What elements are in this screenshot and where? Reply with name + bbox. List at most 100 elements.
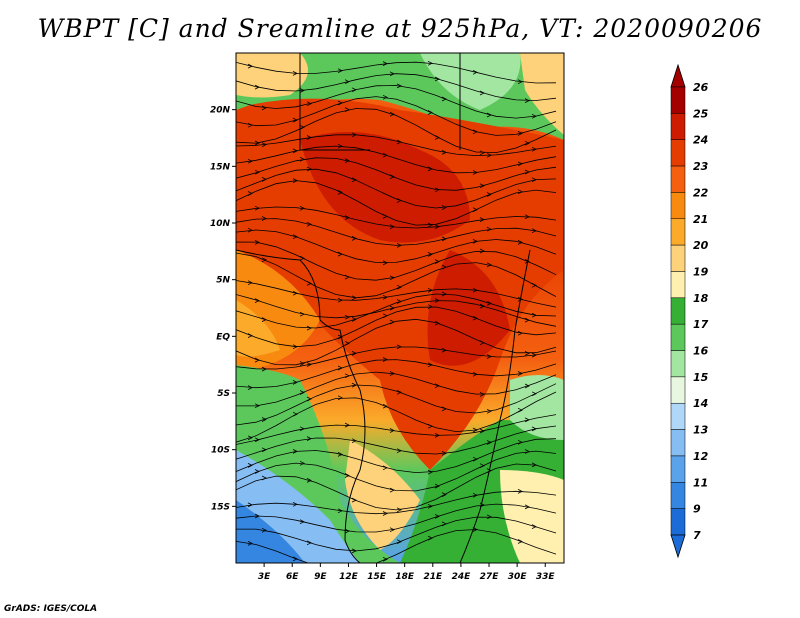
streamline-arrow <box>254 240 260 245</box>
streamline-arrow <box>524 449 530 454</box>
streamline-arrow <box>261 527 267 533</box>
streamline-arrow <box>299 88 305 93</box>
streamline-arrow <box>396 299 402 304</box>
streamline-arrow <box>382 61 388 66</box>
streamline-arrow <box>382 260 388 266</box>
streamline-arrow <box>396 389 402 395</box>
streamline-arrow <box>382 214 388 219</box>
streamline-arrow <box>292 178 298 183</box>
y-tick-label: 15N <box>210 162 231 172</box>
streamline-arrow <box>517 189 523 195</box>
colorbar-label: 14 <box>693 397 708 410</box>
streamline-arrow <box>337 143 343 149</box>
southern-yellow-zone <box>345 440 420 550</box>
streamline-arrow <box>486 514 492 520</box>
colorbar-bottom-arrow <box>670 534 686 559</box>
colorbar-label: 22 <box>693 186 709 199</box>
streamline-arrow <box>389 111 395 117</box>
streamline-arrow <box>441 291 447 297</box>
colorbar-swatch <box>670 113 686 140</box>
streamline-arrow <box>382 403 388 409</box>
colorbar-swatch <box>670 218 686 246</box>
streamline-arrow <box>292 556 298 562</box>
streamline-arrow <box>479 463 485 469</box>
streamline-arrow <box>351 87 357 93</box>
streamline-arrow <box>389 487 395 493</box>
streamline-arrow <box>524 383 530 389</box>
streamline-arrow <box>337 508 343 514</box>
colorbar-swatch <box>670 165 686 193</box>
streamline-arrow <box>306 166 312 172</box>
streamline-arrow <box>486 152 492 158</box>
streamline-arrow <box>247 502 253 508</box>
streamline-arrow <box>434 224 440 229</box>
y-tick-label: EQ <box>216 332 230 342</box>
streamline-arrow <box>472 170 478 175</box>
streamline-arrow <box>337 395 343 401</box>
north-light-green-zone <box>420 53 521 110</box>
streamline-arrow <box>292 117 298 123</box>
x-tick-label: 27E <box>480 572 500 582</box>
streamline-arrow <box>344 422 350 428</box>
streamline <box>236 450 557 492</box>
streamline-arrow <box>351 236 357 241</box>
streamline <box>236 134 557 157</box>
streamline-arrow <box>292 449 298 454</box>
streamline-arrow <box>254 437 260 443</box>
streamline-arrow <box>261 177 267 182</box>
streamline-arrow <box>479 248 485 254</box>
streamline-arrow <box>337 251 343 257</box>
streamline-arrow <box>427 469 433 475</box>
streamline-arrow <box>434 76 440 82</box>
y-tick-label: 15S <box>211 502 230 512</box>
streamline-arrow <box>517 489 523 494</box>
streamline <box>236 157 557 191</box>
streamline-arrow <box>261 417 267 422</box>
streamline-arrow <box>389 305 395 311</box>
streamline-arrow <box>434 514 440 519</box>
streamline-arrow <box>441 521 447 527</box>
streamline-arrow <box>261 317 267 322</box>
streamline-arrow <box>299 255 305 261</box>
colorbar-label: 11 <box>693 476 708 489</box>
streamline-arrow <box>254 357 260 363</box>
streamline-arrow <box>434 135 440 140</box>
streamline-arrow <box>517 161 523 167</box>
streamline <box>236 294 557 327</box>
streamline-arrow <box>524 351 530 356</box>
streamline-arrow <box>517 439 523 445</box>
streamline-arrow <box>472 492 478 498</box>
streamline-arrow <box>344 274 350 280</box>
colorbar-swatch <box>670 271 686 299</box>
x-tick-label: 3E <box>258 572 271 582</box>
streamline-arrow <box>382 152 388 158</box>
credit-text: GrADS: IGES/COLA <box>4 604 98 614</box>
colorbar-swatch <box>670 350 686 378</box>
streamline-arrow <box>531 524 537 529</box>
streamline-arrow <box>434 320 440 326</box>
streamline-arrow <box>389 371 395 376</box>
streamline-arrow <box>338 568 342 572</box>
y-tick-label: 5N <box>216 276 230 286</box>
streamline-arrow <box>306 396 312 402</box>
streamline-arrow <box>517 330 523 336</box>
streamline <box>236 241 557 281</box>
streamline <box>236 383 557 426</box>
streamline-arrow <box>247 385 253 390</box>
streamline-arrow <box>337 452 343 457</box>
streamline-arrow <box>524 417 530 423</box>
streamline-arrow <box>531 352 537 358</box>
streamlines <box>236 60 557 572</box>
streamline-arrow <box>427 304 433 310</box>
streamline-arrow <box>299 311 305 317</box>
x-tick-label: 15E <box>367 572 387 582</box>
x-tick-label: 30E <box>508 572 528 582</box>
streamline <box>236 206 557 229</box>
streamline-arrow <box>472 456 478 462</box>
streamline-arrow <box>441 347 447 353</box>
x-tick-label: 9E <box>314 572 327 582</box>
colorbar-swatch <box>670 244 686 272</box>
streamline-arrow <box>524 259 530 264</box>
x-tick-label: 33E <box>536 572 556 582</box>
